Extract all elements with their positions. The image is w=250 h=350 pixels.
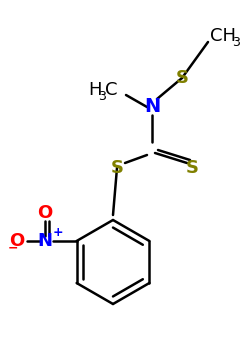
Text: +: + [53, 226, 63, 239]
Text: N: N [144, 98, 160, 117]
Text: −: − [8, 241, 18, 254]
Text: O: O [37, 204, 52, 222]
Text: CH: CH [210, 27, 236, 45]
Text: O: O [9, 232, 24, 250]
Text: S: S [186, 159, 198, 177]
Text: 3: 3 [232, 35, 240, 49]
Text: H: H [88, 81, 102, 99]
Text: S: S [110, 159, 124, 177]
Text: N: N [37, 232, 52, 250]
Text: C: C [105, 81, 118, 99]
Text: 3: 3 [98, 91, 106, 104]
Text: S: S [176, 69, 188, 87]
